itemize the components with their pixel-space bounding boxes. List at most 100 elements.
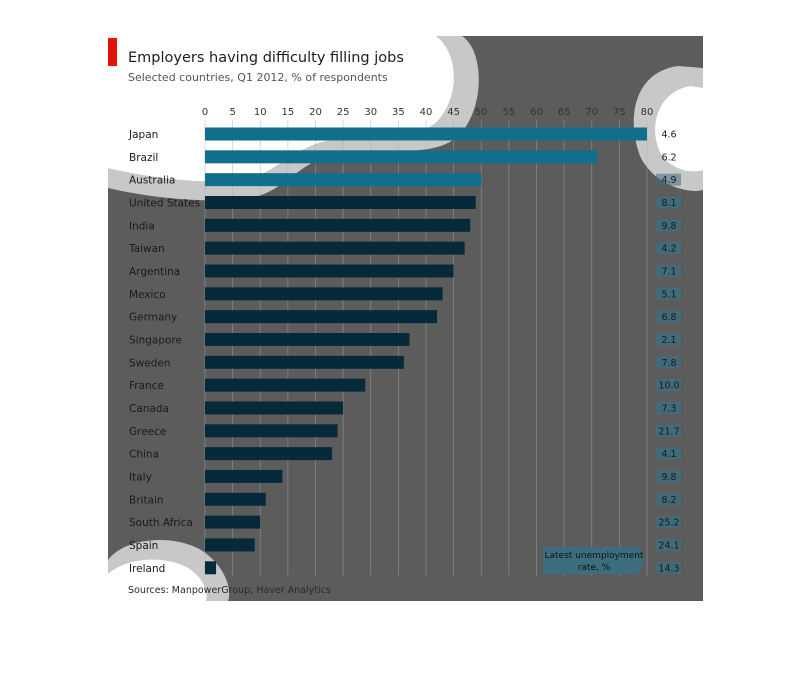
unemployment-value: 2.1: [661, 335, 676, 346]
category-label: Canada: [129, 403, 169, 415]
x-tick-label: 55: [503, 107, 516, 118]
unemployment-box: [656, 196, 681, 209]
unemployment-value: 7.3: [661, 403, 676, 414]
unemployment-value: 14.3: [658, 563, 679, 574]
bar-india: [205, 218, 471, 232]
category-label: France: [129, 380, 164, 392]
category-label: Ireland: [129, 563, 165, 575]
x-tick-label: 35: [392, 107, 405, 118]
x-tick-label: 25: [337, 107, 350, 118]
unemployment-box: [656, 561, 681, 574]
unemployment-value: 5.1: [661, 289, 676, 300]
category-label: Mexico: [129, 289, 166, 301]
unemployment-box: [656, 447, 681, 460]
x-tick-label: 50: [475, 107, 488, 118]
unemployment-box: [656, 287, 681, 300]
bar-greece: [205, 424, 338, 438]
category-label: Spain: [129, 540, 158, 552]
category-label: Germany: [129, 312, 177, 324]
category-label: Sweden: [129, 357, 171, 369]
unemployment-value: 4.1: [661, 449, 676, 460]
unemployment-value: 4.9: [661, 175, 676, 186]
category-label: Brazil: [129, 152, 158, 164]
unemployment-box: [656, 401, 681, 414]
unemployment-value: 24.1: [658, 540, 679, 551]
x-tick-label: 60: [530, 107, 543, 118]
unemployment-box: [656, 470, 681, 483]
bar-brazil: [205, 150, 598, 164]
unemployment-value: 8.1: [661, 198, 676, 209]
unemployment-box: [656, 264, 681, 277]
bar-spain: [205, 538, 255, 552]
category-label: Italy: [129, 471, 152, 483]
unemployment-box: [656, 379, 681, 392]
bar-australia: [205, 173, 482, 187]
x-tick-label: 40: [420, 107, 433, 118]
x-tick-label: 80: [641, 107, 654, 118]
unemployment-box: [656, 310, 681, 323]
category-label: Singapore: [129, 334, 182, 346]
unemployment-value: 10.0: [658, 381, 679, 392]
category-label: China: [129, 449, 159, 461]
bars: [205, 127, 681, 575]
bar-france: [205, 378, 366, 392]
unemployment-value: 6.8: [661, 312, 676, 323]
x-tick-label: 70: [585, 107, 598, 118]
category-label: South Africa: [129, 517, 193, 529]
category-label: United States: [129, 197, 200, 209]
unemployment-value: 9.8: [661, 221, 676, 232]
category-label: Taiwan: [128, 243, 165, 255]
accent-marker: [108, 38, 117, 66]
category-label: Argentina: [129, 266, 180, 278]
unemployment-legend-line-1: Latest unemployment: [545, 551, 644, 561]
bar-britain: [205, 492, 266, 506]
category-label: Australia: [129, 175, 175, 187]
unemployment-legend: Latest unemployment rate, %: [543, 547, 644, 574]
bar-italy: [205, 469, 283, 483]
category-label: India: [129, 220, 155, 232]
x-tick-label: 0: [202, 107, 208, 118]
x-tick-label: 5: [229, 107, 235, 118]
unemployment-value: 4.6: [661, 130, 676, 141]
bar-mexico: [205, 287, 443, 301]
bar-south-africa: [205, 515, 261, 529]
unemployment-box: [656, 356, 681, 369]
x-tick-label: 45: [447, 107, 460, 118]
unemployment-box: [656, 333, 681, 346]
unemployment-value: 8.2: [661, 495, 676, 506]
bar-singapore: [205, 332, 410, 346]
unemployment-value: 4.2: [661, 244, 676, 255]
bar-united-states: [205, 195, 476, 209]
unemployment-value: 7.8: [661, 358, 676, 369]
bar-japan: [205, 127, 647, 141]
bar-ireland: [205, 561, 217, 575]
bar-argentina: [205, 264, 454, 278]
chart-title: Employers having difficulty filling jobs: [128, 50, 404, 66]
x-tick-label: 75: [613, 107, 626, 118]
bar-canada: [205, 401, 344, 415]
unemployment-box: [656, 424, 681, 437]
x-tick-label: 30: [364, 107, 377, 118]
gridlines: [204, 120, 648, 576]
unemployment-box: [656, 493, 681, 506]
unemployment-box: [656, 242, 681, 255]
unemployment-value: 9.8: [661, 472, 676, 483]
chart-subtitle: Selected countries, Q1 2012, % of respon…: [128, 71, 388, 84]
labels: 0 5 10 15 20 25 30 35 40 45 50 55 60 65 70 75 80 Japan 4.6…: [128, 107, 680, 575]
bar-taiwan: [205, 241, 465, 255]
category-label: Greece: [129, 426, 166, 438]
bar-sweden: [205, 355, 404, 369]
unemployment-box: [656, 219, 681, 232]
x-tick-label: 10: [254, 107, 267, 118]
unemployment-value: 7.1: [661, 266, 676, 277]
x-tick-label: 65: [558, 107, 571, 118]
category-label: Japan: [128, 129, 158, 141]
chart-source: Sources: ManpowerGroup; Haver Analytics: [128, 585, 331, 596]
unemployment-value: 25.2: [658, 518, 679, 529]
unemployment-box: [656, 516, 681, 529]
category-label: Britain: [129, 494, 164, 506]
bar-china: [205, 447, 333, 461]
unemployment-value: 21.7: [658, 426, 679, 437]
x-tick-label: 15: [282, 107, 295, 118]
